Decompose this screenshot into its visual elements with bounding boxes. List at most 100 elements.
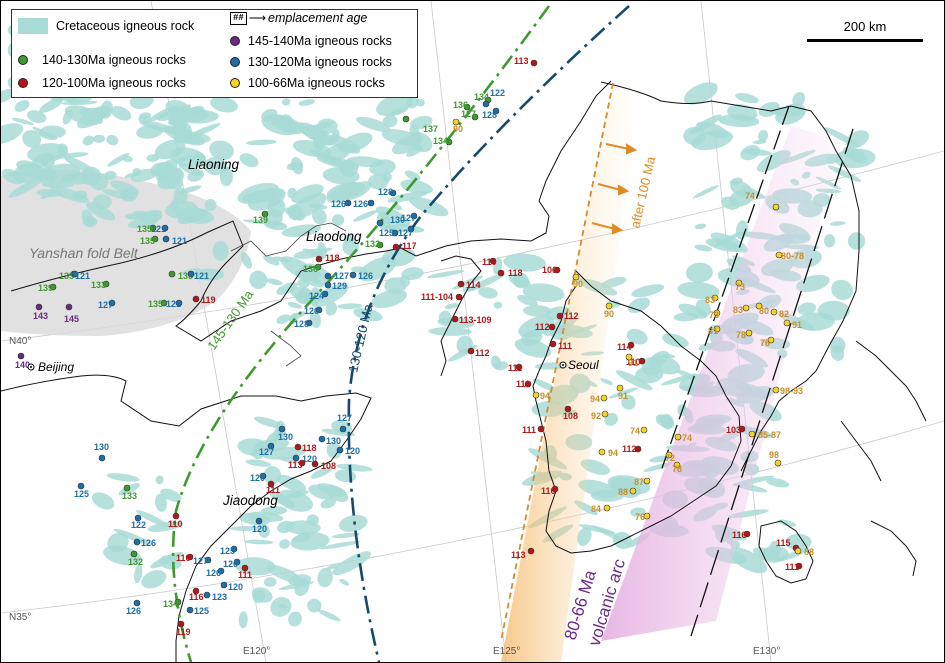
line-130-120ma: [347, 5, 630, 662]
sample-age-label: 94: [608, 448, 618, 458]
sample-age-label: 83: [733, 305, 743, 315]
sample-dot: [601, 410, 609, 418]
sample-age-label: 91: [618, 391, 628, 401]
rock-patch: [410, 115, 433, 130]
rock-patch: [626, 328, 648, 345]
rock-patch: [106, 134, 119, 146]
sample-age-label: 128: [378, 187, 393, 197]
rock-patch: [251, 587, 273, 603]
rock-patch: [82, 135, 95, 146]
rock-patch: [164, 159, 178, 172]
sample-dot: [35, 303, 43, 311]
rock-patch: [523, 305, 552, 317]
scale-line: [807, 39, 923, 42]
sample-age-label: 112: [475, 348, 490, 358]
rock-patch: [466, 273, 506, 292]
sample-dot: [556, 312, 564, 320]
rock-patch: [288, 611, 302, 627]
rock-patch: [758, 129, 769, 142]
sample-dot: [407, 225, 415, 233]
sample-dot: [603, 504, 611, 512]
sample-age-label: 82: [779, 309, 789, 319]
rock-patch: [27, 110, 47, 123]
cretaceous-rock-patches: [1, 18, 876, 629]
rock-patch: [177, 208, 208, 225]
sample-dot: [625, 353, 633, 361]
rock-patch: [615, 370, 653, 391]
sample-dot: [640, 426, 648, 434]
rock-patch: [378, 219, 403, 234]
rock-patch: [630, 507, 646, 517]
sample-dot: [774, 459, 782, 467]
rock-patch: [684, 82, 718, 105]
sample-age-label: 127: [334, 271, 349, 281]
sample-dot: [772, 386, 780, 394]
rock-patch: [478, 287, 498, 299]
sample-age-label: 139: [38, 283, 53, 293]
sample-age-label: 127: [259, 447, 274, 457]
sample-age-label: 134: [474, 92, 489, 102]
sample-age-label: 98-93: [780, 386, 803, 396]
rock-patch: [269, 491, 295, 508]
rock-patch: [829, 337, 846, 354]
sample-dot: [402, 115, 410, 123]
rock-patch: [50, 186, 90, 203]
rock-patch: [136, 510, 169, 528]
rock-patch: [124, 172, 138, 179]
rock-patch: [302, 248, 320, 256]
sample-age-label: 90: [573, 279, 583, 289]
rock-patch: [462, 286, 476, 292]
rock-patch: [660, 373, 697, 386]
sample-dot: [17, 352, 25, 360]
sample-dot: [598, 448, 606, 456]
sample-dot: [711, 294, 719, 302]
rock-patch: [338, 514, 368, 532]
sample-dot: [102, 280, 110, 288]
sample-dot: [638, 357, 646, 365]
sample-dot: [192, 587, 200, 595]
legend-item-145-140: 145-140Ma igneous rocks: [230, 34, 392, 48]
sample-age-label: 91: [792, 320, 802, 330]
rock-patch: [847, 232, 866, 250]
rock-patch: [170, 147, 206, 168]
sample-dot: [220, 581, 228, 589]
sample-dot: [318, 435, 326, 443]
rock-patch: [742, 185, 766, 199]
sample-dot: [713, 309, 721, 317]
rock-patch: [444, 303, 459, 310]
rock-patch: [155, 493, 167, 512]
place-seoul: Seoul: [568, 358, 599, 372]
sample-dot: [130, 550, 138, 558]
sample-dot: [134, 514, 142, 522]
rock-patch: [827, 165, 862, 182]
rock-patch: [277, 456, 300, 464]
sample-age-label: 91: [628, 358, 638, 368]
place-yanshan: Yanshan fold Belt: [29, 245, 139, 261]
rock-patch: [122, 155, 133, 163]
sample-age-label: 127: [337, 413, 352, 423]
rock-patch: [321, 428, 356, 437]
rock-patch: [352, 210, 378, 222]
rock-patch: [387, 191, 428, 203]
rock-patch: [146, 154, 160, 162]
label-130-120ma: 130-120 Ma: [345, 302, 375, 374]
rock-patch: [286, 490, 309, 499]
rock-patch: [287, 302, 302, 309]
rock-patch: [210, 96, 238, 113]
sample-dot: [549, 340, 557, 348]
rock-patch: [753, 547, 781, 563]
sample-dot: [49, 283, 57, 291]
sample-age-label: 74: [745, 191, 755, 201]
sample-age-label: 130: [278, 432, 293, 442]
sample-age-label: 129: [332, 281, 347, 291]
sample-dot: [175, 299, 183, 307]
sample-dot: [233, 558, 241, 566]
rock-patch: [331, 129, 340, 143]
sample-dot: [123, 484, 131, 492]
sample-dot: [553, 266, 561, 274]
rock-patch: [1, 123, 24, 145]
sample-dot: [627, 341, 635, 349]
sample-dot: [530, 59, 538, 67]
sample-age-label: 94: [540, 391, 550, 401]
sample-age-label: 120: [250, 473, 265, 483]
